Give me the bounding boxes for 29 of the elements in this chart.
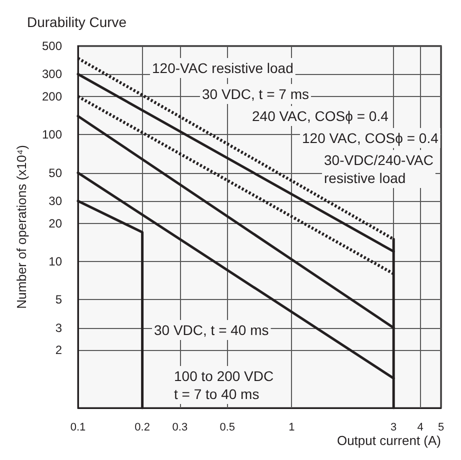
y-tick-label: 300	[42, 67, 62, 82]
x-tick-label: 1	[288, 422, 295, 434]
y-tick-label: 30	[48, 194, 62, 208]
x-tick-label: 3	[390, 422, 397, 434]
annotation: 240 VAC, COSϕ = 0.4	[252, 108, 389, 124]
x-tick-label: 0.5	[220, 422, 235, 434]
x-tick-label: 4	[417, 422, 424, 434]
annotation: 30 VDC, t = 40 ms	[154, 322, 269, 338]
y-tick-label: 200	[42, 89, 62, 104]
y-tick-label: 100	[42, 128, 62, 142]
x-axis-title: Output current (A)	[336, 433, 441, 448]
y-axis-title: Number of operations (x10⁴)	[14, 145, 29, 309]
y-tick-label: 3	[55, 320, 62, 335]
annotation: 100 to 200 VDC t = 7 to 40 ms	[174, 368, 274, 402]
x-tick-label: 5	[438, 422, 444, 434]
x-tick-label: 0.2	[134, 422, 150, 434]
x-tick-label: 0.1	[70, 422, 86, 434]
y-tick-label: 20	[48, 216, 62, 230]
annotation: 30-VDC/240-VAC resistive load	[324, 152, 434, 186]
x-tick-label: 0.3	[172, 422, 188, 434]
y-tick-label: 500	[42, 39, 62, 53]
y-tick-label: 50	[48, 166, 62, 180]
y-tick-label: 5	[55, 292, 62, 307]
annotation: 30 VDC, t = 7 ms	[202, 86, 309, 102]
y-tick-label: 2	[55, 343, 62, 358]
y-tick-label: 10	[48, 254, 62, 269]
annotation: 120-VAC resistive load	[152, 60, 294, 76]
chart-title: Durability Curve	[27, 14, 127, 30]
annotation: 120 VAC, COSϕ = 0.4	[302, 130, 439, 146]
